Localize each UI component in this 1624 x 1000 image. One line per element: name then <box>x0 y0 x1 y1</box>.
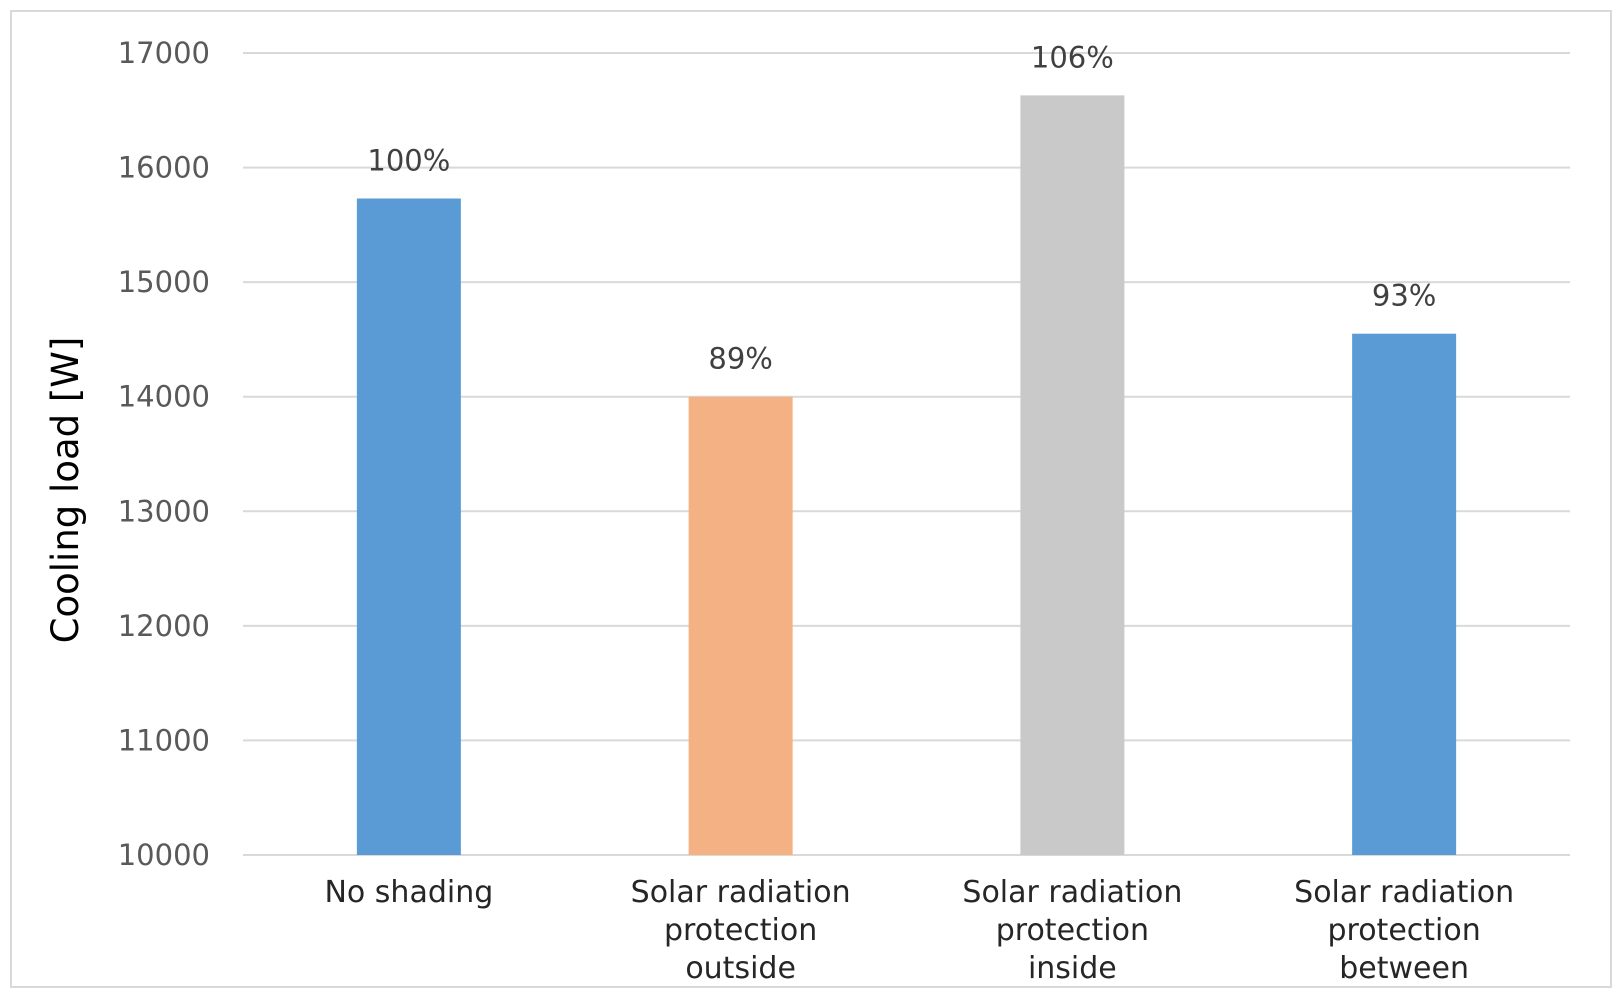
x-category-label: No shading <box>324 875 493 910</box>
x-category-label: Solar radiation protection inside <box>962 875 1182 986</box>
bars <box>356 95 1457 856</box>
y-axis-ticks: 10000 11000 12000 13000 14000 15000 16000 17000 <box>118 36 210 872</box>
data-label: 93% <box>1372 279 1436 313</box>
y-tick-label: 14000 <box>118 380 210 414</box>
bar <box>688 396 793 855</box>
x-axis-categories: No shading Solar radiation protection outsi… <box>324 875 1514 986</box>
y-tick-label: 17000 <box>118 36 210 70</box>
y-tick-label: 15000 <box>118 265 210 299</box>
bar <box>356 198 461 855</box>
y-tick-label: 11000 <box>118 723 210 757</box>
chart-frame <box>10 10 1612 988</box>
y-tick-label: 12000 <box>118 609 210 643</box>
data-label: 89% <box>708 342 772 376</box>
data-labels: 100% 89% 106% 93% <box>367 40 1436 375</box>
gridlines <box>243 52 1570 856</box>
y-tick-label: 10000 <box>118 838 210 872</box>
y-tick-label: 13000 <box>118 494 210 528</box>
y-axis-title: Cooling load [W] <box>44 337 87 644</box>
x-category-label: Solar radiation protection between <box>1294 875 1514 986</box>
x-category-label: Solar radiation protection outside <box>631 875 851 986</box>
data-label: 106% <box>1031 40 1114 74</box>
data-label: 100% <box>367 144 450 178</box>
bar <box>1352 333 1457 855</box>
y-tick-label: 16000 <box>118 151 210 185</box>
bar <box>1020 95 1125 856</box>
